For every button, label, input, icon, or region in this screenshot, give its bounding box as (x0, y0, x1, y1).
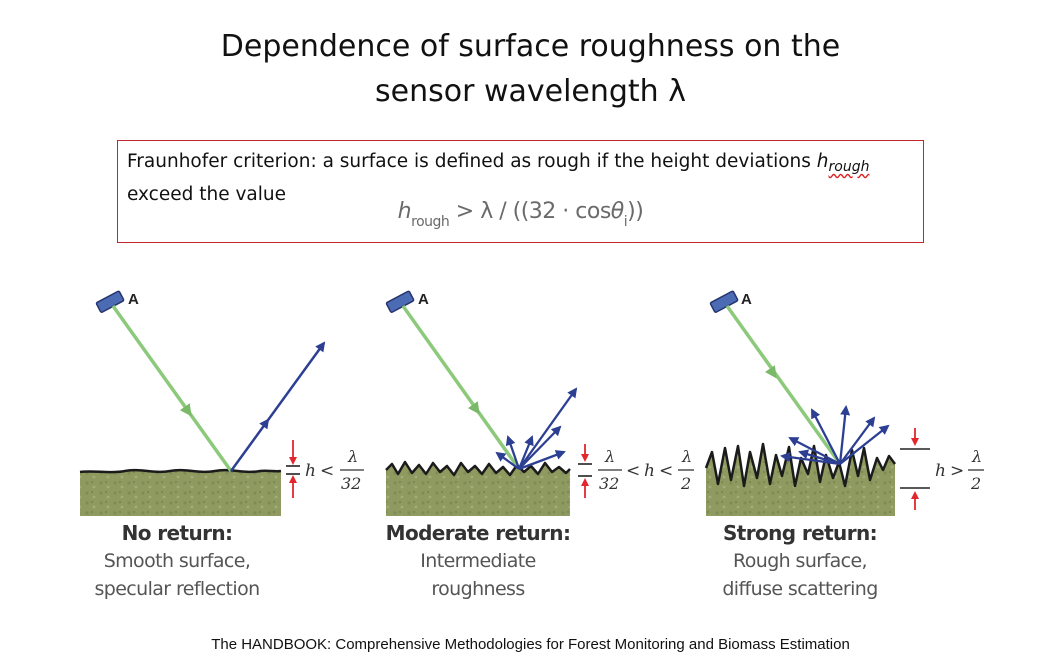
slide-title: Dependence of surface roughness on the s… (0, 24, 1061, 114)
formula-h: h (397, 199, 412, 224)
caption-title: No return: (121, 521, 233, 545)
title-line-1: Dependence of surface roughness on the (220, 29, 841, 64)
criterion-sentence-end: exceed the value (127, 184, 287, 205)
scattered-rays (780, 405, 890, 466)
caption-line-2: specular reflection (94, 578, 260, 600)
sensor-label: A (128, 291, 139, 308)
condition-h: h (305, 461, 316, 481)
condition-denominator-2: 2 (680, 474, 691, 493)
surface-profile (385, 460, 571, 477)
incident-ray (725, 304, 842, 466)
caption-title: Strong return: (722, 521, 878, 545)
caption-line-1: Smooth surface, (103, 550, 251, 572)
caption-title: Moderate return: (385, 521, 571, 545)
height-marker (900, 428, 930, 510)
title-line-2: sensor wavelength λ (374, 74, 686, 109)
caption-line-1: Intermediate (420, 550, 536, 572)
condition-h: h (935, 461, 946, 481)
sensor-icon (385, 290, 415, 313)
caption-line-2: roughness (431, 578, 525, 600)
caption-line-1: Rough surface, (732, 550, 868, 572)
condition-operator-2: < (659, 461, 673, 481)
sensor-icon (95, 290, 125, 313)
caption-line-2: diffuse scattering (722, 578, 878, 600)
condition-numerator-2: λ (681, 447, 692, 466)
panel-strong-return: A h > λ 2 (704, 290, 984, 516)
sensor-label: A (418, 291, 429, 308)
condition-numerator-1: λ (604, 447, 615, 466)
condition-h: h (644, 461, 655, 481)
formula-middle: > λ / ((32 · cos (449, 199, 612, 224)
sensor-icon (709, 290, 739, 313)
criterion-text: Fraunhofer criterion: a surface is defin… (127, 148, 917, 209)
ground-surface (80, 470, 281, 516)
ground-surface (706, 444, 895, 516)
surface-profile (79, 468, 282, 474)
specular-reflection-ray (229, 341, 326, 472)
panel-no-return: A h < λ 32 (79, 290, 364, 516)
criterion-h-symbol: h (816, 151, 829, 172)
sensor-label: A (741, 291, 752, 308)
panel-moderate-return: A λ 32 < h < λ 2 (385, 290, 694, 516)
incident-ray (111, 304, 233, 473)
height-marker (578, 444, 592, 498)
scattered-rays (495, 387, 578, 471)
formula-end: )) (627, 199, 644, 224)
fraunhofer-criterion-box: Fraunhofer criterion: a surface is defin… (117, 140, 924, 243)
condition-numerator: λ (971, 447, 982, 466)
height-marker (286, 440, 300, 498)
caption-strong-return: Strong return: Rough surface, diffuse sc… (680, 519, 920, 603)
condition-operator: < (320, 461, 334, 481)
incident-ray (401, 304, 521, 471)
formula-theta: θ (610, 199, 624, 224)
ground-surface (386, 462, 570, 516)
criterion-formula: hrough > λ / ((32 · cosθi)) (118, 199, 923, 230)
source-footer: The HANDBOOK: Comprehensive Methodologie… (211, 636, 850, 653)
formula-theta-subscript: i (623, 214, 628, 230)
condition-denominator: 32 (341, 474, 361, 493)
condition-denominator: 2 (970, 474, 981, 493)
criterion-h-subscript: rough (828, 159, 870, 175)
condition-numerator: λ (347, 447, 358, 466)
formula-h-subscript: rough (411, 214, 450, 230)
condition-operator: > (950, 461, 964, 481)
caption-moderate-return: Moderate return: Intermediate roughness (358, 519, 598, 603)
condition-denominator-1: 32 (599, 474, 619, 493)
criterion-sentence: Fraunhofer criterion: a surface is defin… (127, 151, 811, 172)
caption-no-return: No return: Smooth surface, specular refl… (57, 519, 297, 603)
condition-operator-1: < (626, 461, 640, 481)
